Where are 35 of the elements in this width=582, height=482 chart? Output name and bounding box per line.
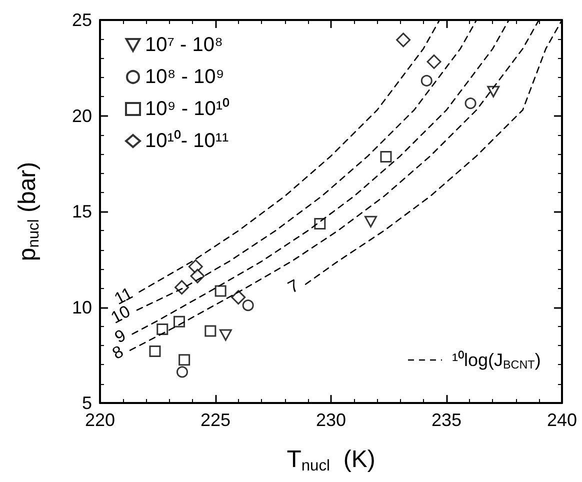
y-axis-title: pnucl (bar) bbox=[14, 162, 42, 262]
point bbox=[314, 218, 326, 230]
point bbox=[176, 366, 188, 378]
x-tick-label: 235 bbox=[431, 410, 462, 430]
point bbox=[156, 324, 168, 336]
point bbox=[426, 54, 442, 69]
point bbox=[219, 329, 232, 341]
point bbox=[173, 316, 185, 328]
y-tick-label: 10 bbox=[72, 297, 92, 318]
point bbox=[242, 300, 254, 312]
point bbox=[214, 285, 226, 297]
x-tick-label: 230 bbox=[316, 410, 346, 430]
point bbox=[174, 280, 190, 295]
point bbox=[420, 74, 432, 86]
legend-label: 10¹⁰- 10¹¹ bbox=[145, 129, 230, 152]
point bbox=[204, 325, 216, 337]
legend-label: 10⁸ - 10⁹ bbox=[145, 66, 224, 88]
point bbox=[487, 86, 500, 98]
point bbox=[380, 150, 392, 162]
point bbox=[464, 98, 476, 110]
point bbox=[178, 354, 190, 366]
y-tick-label: 5 bbox=[82, 393, 92, 413]
x-tick-label: 220 bbox=[84, 410, 116, 430]
y-tick-label: 15 bbox=[72, 202, 92, 222]
y-tick-label: 20 bbox=[72, 106, 92, 126]
point bbox=[396, 32, 411, 48]
x-tick-label: 240 bbox=[546, 410, 578, 430]
point bbox=[149, 346, 161, 358]
point bbox=[231, 290, 246, 305]
legend-label: 10⁹ - 10¹⁰ bbox=[145, 97, 230, 120]
text: 7 bbox=[284, 276, 302, 298]
y-tick-label: 25 bbox=[72, 10, 92, 30]
x-tick-label: 225 bbox=[200, 410, 231, 430]
legend-label: 10⁷ - 10⁸ bbox=[145, 34, 223, 56]
point bbox=[364, 216, 377, 228]
